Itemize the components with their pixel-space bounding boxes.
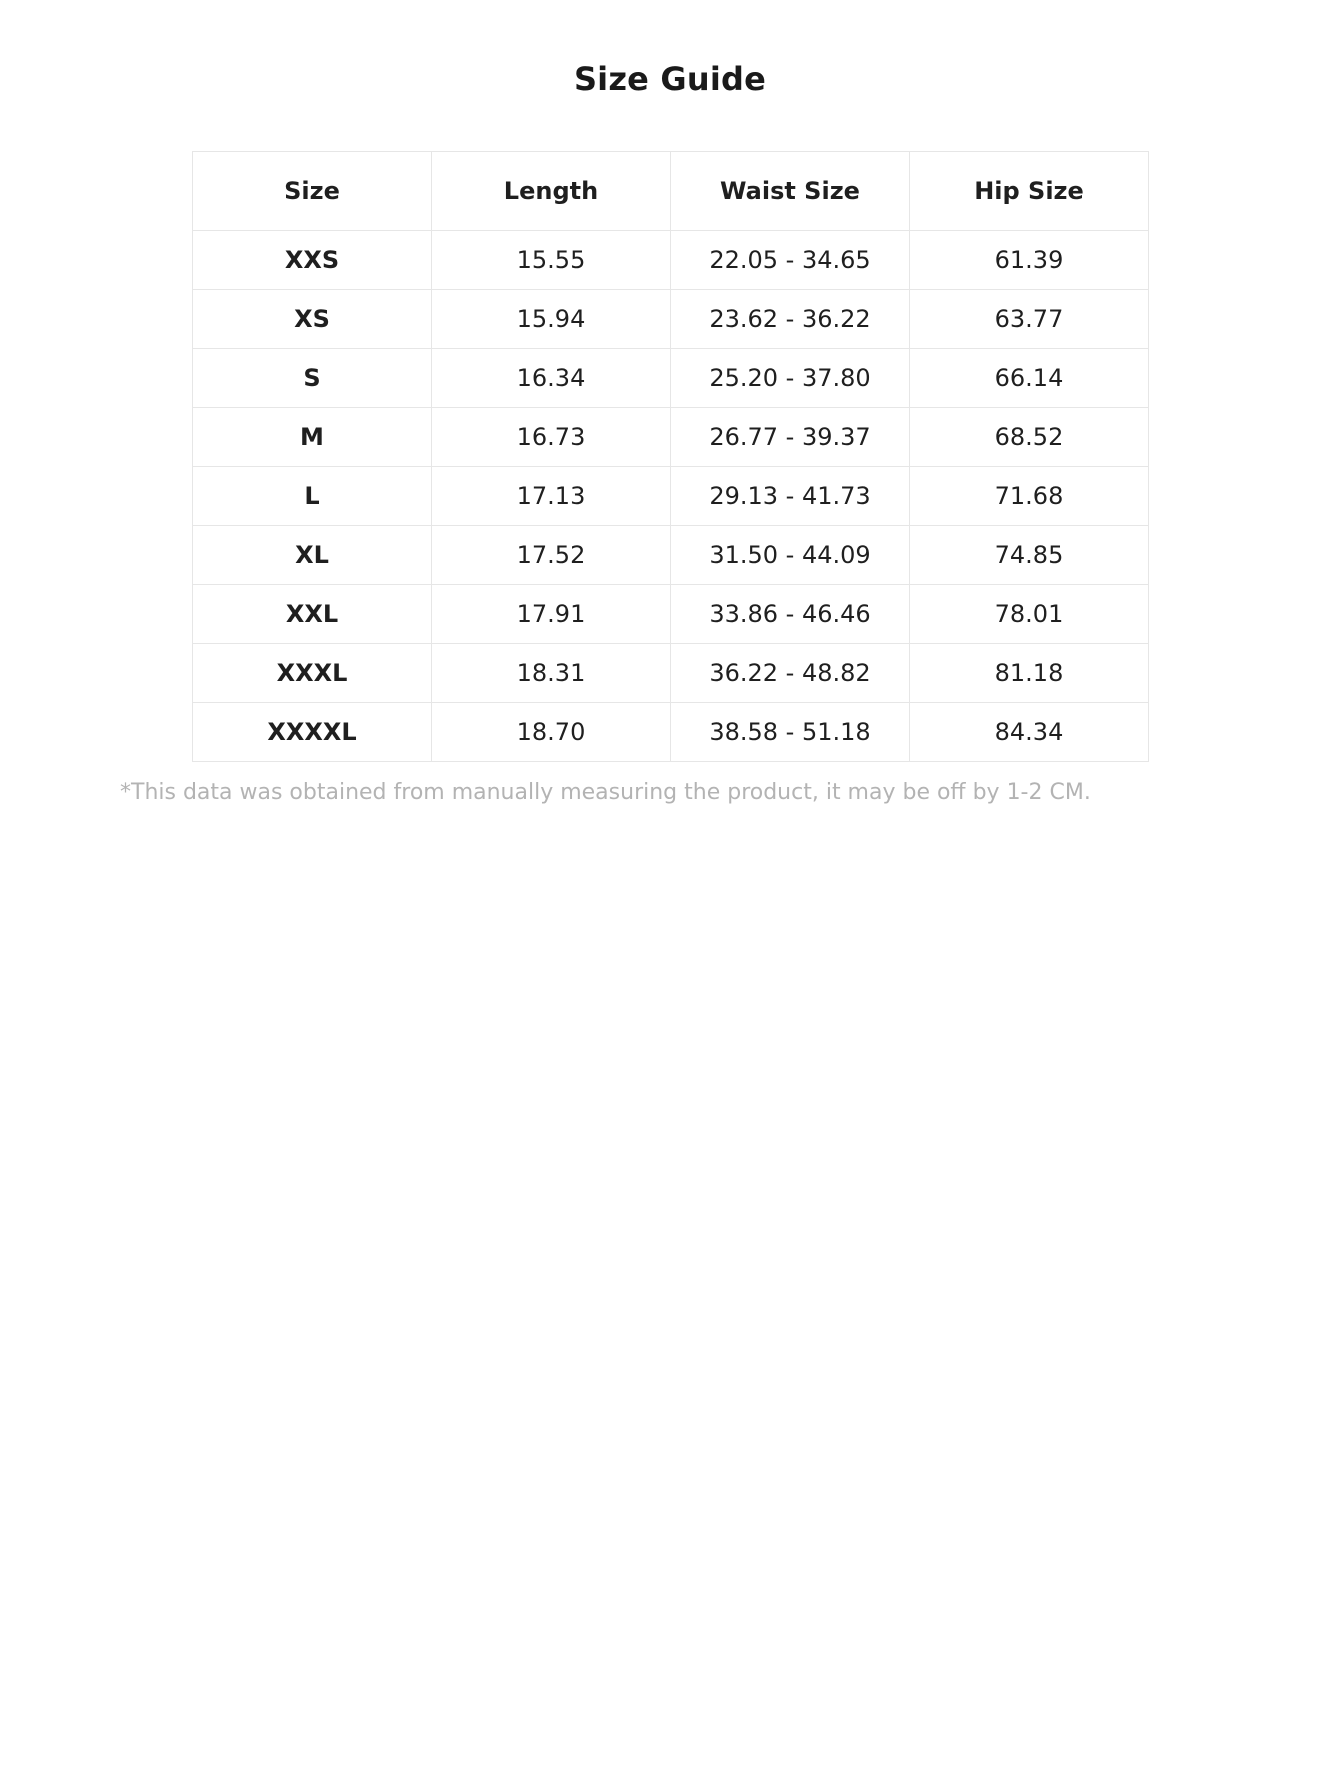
cell-size: XXS (192, 230, 432, 290)
cell-length: 16.34 (431, 348, 671, 408)
cell-waist: 23.62 - 36.22 (670, 289, 910, 349)
cell-length: 17.52 (431, 525, 671, 585)
cell-size: L (192, 466, 432, 526)
column-header-hip: Hip Size (909, 151, 1149, 231)
table-row: XS 15.94 23.62 - 36.22 63.77 (192, 289, 1149, 349)
table-row: XXL 17.91 33.86 - 46.46 78.01 (192, 584, 1149, 644)
cell-hip: 61.39 (909, 230, 1149, 290)
cell-size: XS (192, 289, 432, 349)
column-header-size: Size (192, 151, 432, 231)
cell-size: XXXXL (192, 702, 432, 762)
cell-length: 15.94 (431, 289, 671, 349)
measurement-disclaimer: *This data was obtained from manually me… (120, 780, 1091, 805)
cell-waist: 31.50 - 44.09 (670, 525, 910, 585)
table-body: XXS 15.55 22.05 - 34.65 61.39 XS 15.94 2… (192, 230, 1149, 762)
page-title: Size Guide (573, 60, 767, 98)
cell-length: 16.73 (431, 407, 671, 467)
cell-size: M (192, 407, 432, 467)
cell-waist: 33.86 - 46.46 (670, 584, 910, 644)
column-header-length: Length (431, 151, 671, 231)
cell-length: 17.91 (431, 584, 671, 644)
cell-waist: 29.13 - 41.73 (670, 466, 910, 526)
cell-size: XXXL (192, 643, 432, 703)
cell-hip: 63.77 (909, 289, 1149, 349)
cell-waist: 38.58 - 51.18 (670, 702, 910, 762)
size-table-container: Size Length Waist Size Hip Size XXS 15.5… (192, 98, 1149, 762)
column-header-waist: Waist Size (670, 151, 910, 231)
cell-waist: 25.20 - 37.80 (670, 348, 910, 408)
size-guide-table: Size Length Waist Size Hip Size XXS 15.5… (192, 151, 1149, 762)
table-row: S 16.34 25.20 - 37.80 66.14 (192, 348, 1149, 408)
cell-length: 15.55 (431, 230, 671, 290)
cell-size: S (192, 348, 432, 408)
cell-hip: 81.18 (909, 643, 1149, 703)
table-row: XXXL 18.31 36.22 - 48.82 81.18 (192, 643, 1149, 703)
cell-length: 17.13 (431, 466, 671, 526)
cell-size: XL (192, 525, 432, 585)
cell-hip: 78.01 (909, 584, 1149, 644)
cell-hip: 74.85 (909, 525, 1149, 585)
cell-hip: 66.14 (909, 348, 1149, 408)
cell-length: 18.70 (431, 702, 671, 762)
table-header: Size Length Waist Size Hip Size (192, 151, 1149, 231)
cell-length: 18.31 (431, 643, 671, 703)
cell-waist: 22.05 - 34.65 (670, 230, 910, 290)
cell-size: XXL (192, 584, 432, 644)
table-row: XXXXL 18.70 38.58 - 51.18 84.34 (192, 702, 1149, 762)
table-row: XL 17.52 31.50 - 44.09 74.85 (192, 525, 1149, 585)
table-header-row: Size Length Waist Size Hip Size (192, 151, 1149, 231)
cell-hip: 68.52 (909, 407, 1149, 467)
table-row: XXS 15.55 22.05 - 34.65 61.39 (192, 230, 1149, 290)
cell-waist: 36.22 - 48.82 (670, 643, 910, 703)
cell-hip: 84.34 (909, 702, 1149, 762)
cell-hip: 71.68 (909, 466, 1149, 526)
cell-waist: 26.77 - 39.37 (670, 407, 910, 467)
table-row: M 16.73 26.77 - 39.37 68.52 (192, 407, 1149, 467)
table-row: L 17.13 29.13 - 41.73 71.68 (192, 466, 1149, 526)
